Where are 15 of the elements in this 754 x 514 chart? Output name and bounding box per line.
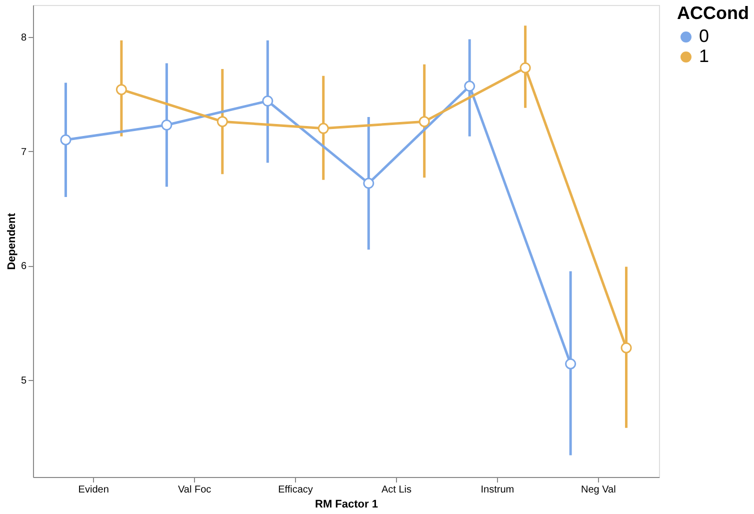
x-tick-label: Act Lis [381, 484, 412, 496]
y-tick-label: 6 [20, 261, 27, 272]
y-axis-title: Dependent [6, 212, 18, 270]
x-tick-label: Instrum [480, 484, 514, 496]
y-tick-label: 7 [20, 146, 27, 158]
y-tick-label: 8 [20, 32, 27, 44]
legend-title: ACCond [677, 3, 749, 23]
legend-label: 1 [699, 46, 710, 66]
x-tick-label: Neg Val [580, 484, 616, 496]
x-tick-label: Efficacy [278, 484, 313, 496]
legend-label: 0 [699, 26, 710, 46]
y-tick-label: 5 [20, 375, 27, 386]
x-tick-label: Eviden [78, 484, 109, 496]
x-tick-label: Val Foc [178, 484, 212, 496]
x-axis-title: RM Factor 1 [315, 498, 378, 510]
